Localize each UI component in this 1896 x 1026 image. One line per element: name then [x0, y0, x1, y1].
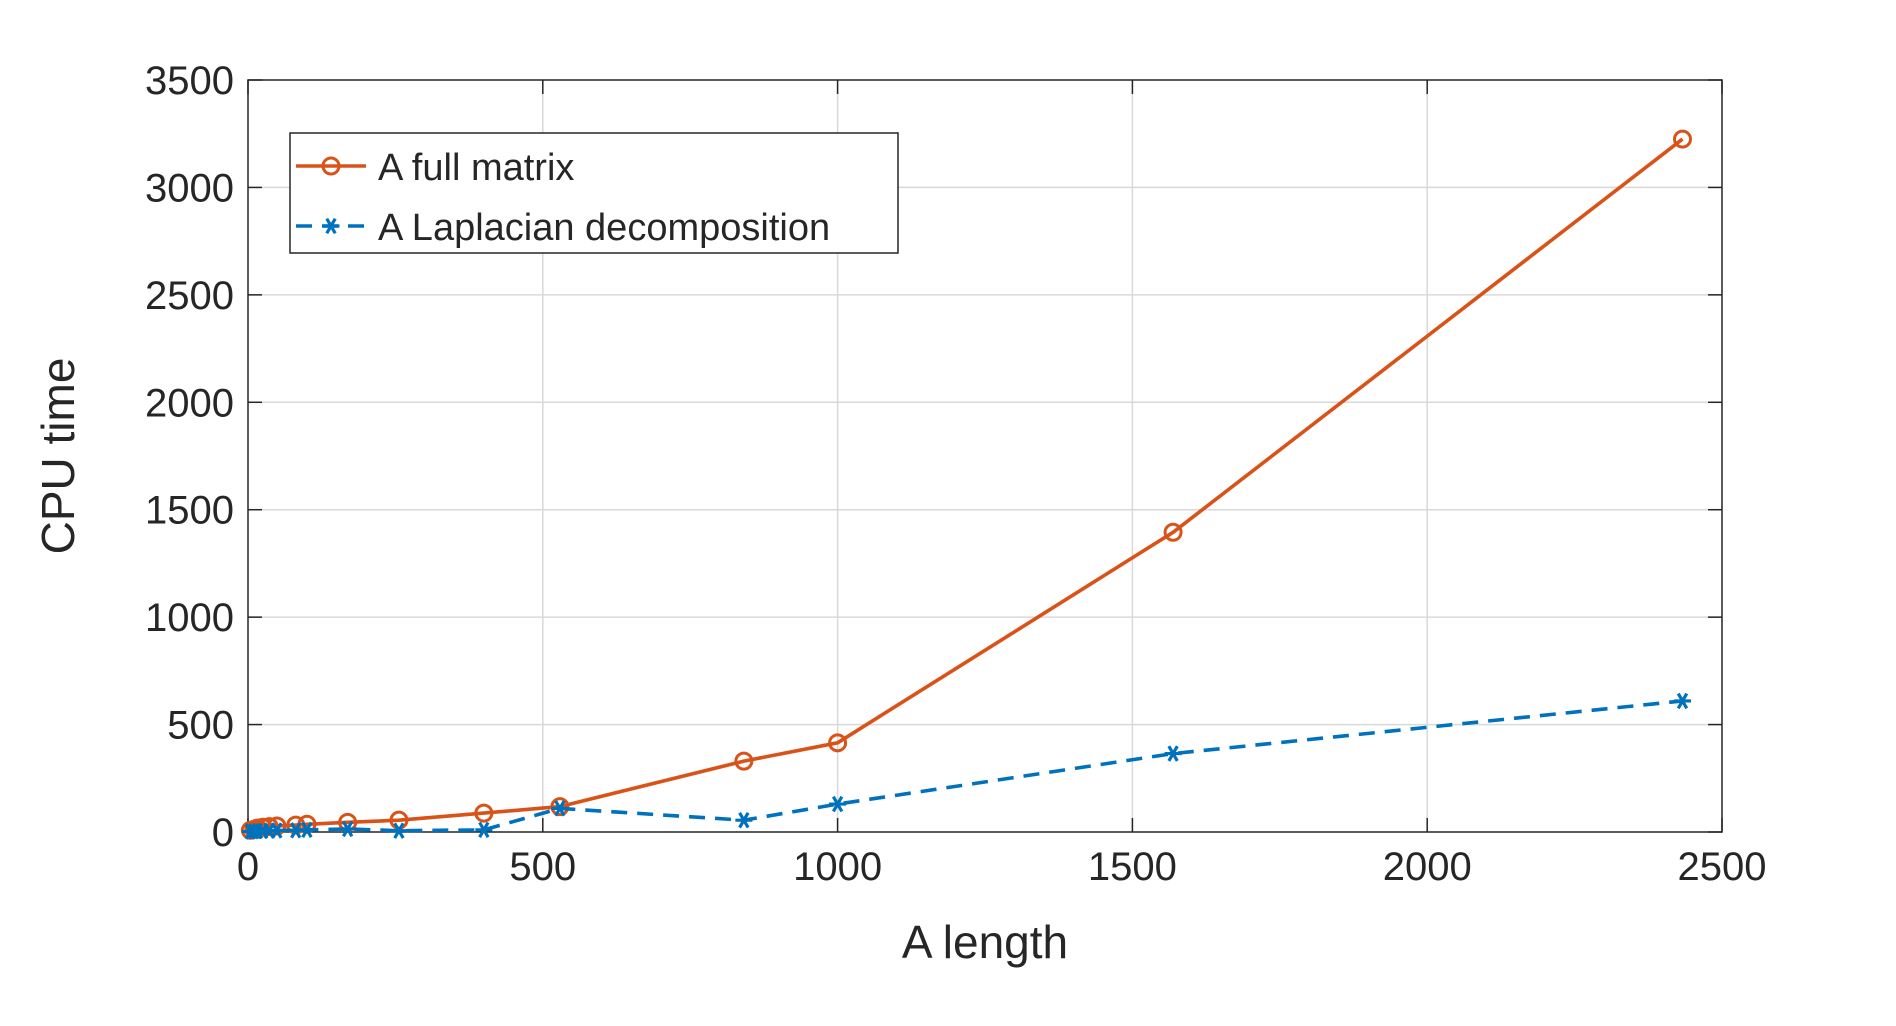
data-point [829, 795, 847, 813]
data-point [1672, 129, 1692, 149]
x-tick-label: 1500 [1088, 845, 1177, 889]
x-tick-label: 0 [237, 845, 259, 889]
data-point [734, 751, 754, 771]
plot-area-frame [247, 79, 1723, 833]
data-point [735, 812, 753, 829]
data-point [298, 821, 316, 839]
data-point [1673, 692, 1691, 710]
data-point [390, 822, 408, 839]
y-axis-label: CPU time [32, 358, 84, 555]
data-series [240, 129, 1692, 840]
x-tick-label: 2500 [1678, 845, 1767, 889]
y-tick-label: 2500 [145, 274, 234, 318]
legend: A full matrix A Laplacian decomposition [289, 132, 899, 254]
data-point [551, 800, 569, 817]
y-tick-label: 1000 [145, 596, 234, 640]
data-point [267, 816, 287, 836]
legend-label: A Laplacian decomposition [378, 207, 830, 249]
y-tick-label: 0 [212, 811, 234, 855]
data-point [474, 803, 494, 823]
data-point [828, 733, 848, 753]
y-tick-label: 2000 [145, 381, 234, 425]
legend-box [289, 132, 899, 254]
y-tick-label: 1500 [145, 489, 234, 533]
x-tick-label: 2000 [1383, 845, 1472, 889]
grid-lines [248, 80, 1722, 832]
data-point [475, 821, 493, 839]
x-axis-label: A length [902, 916, 1068, 968]
data-point [268, 822, 286, 839]
legend-item: A Laplacian decomposition [296, 207, 830, 249]
x-tick-label: 1000 [793, 845, 882, 889]
data-point [339, 820, 357, 838]
y-tick-label: 500 [167, 704, 234, 748]
series-2 [241, 692, 1691, 840]
legend-label: A full matrix [378, 147, 574, 189]
data-point [1164, 745, 1182, 762]
x-tick-label: 500 [509, 845, 576, 889]
legend-item: A full matrix [296, 147, 574, 189]
data-point [550, 797, 570, 817]
data-point [322, 217, 340, 235]
axis-ticks: 0 500 1000 1500 2000 2500 0 500 1000 1500 2000 2500… [145, 59, 1766, 889]
data-point [1163, 522, 1183, 542]
y-tick-label: 3500 [145, 59, 234, 103]
y-tick-label: 3000 [145, 166, 234, 210]
data-point [321, 156, 341, 176]
